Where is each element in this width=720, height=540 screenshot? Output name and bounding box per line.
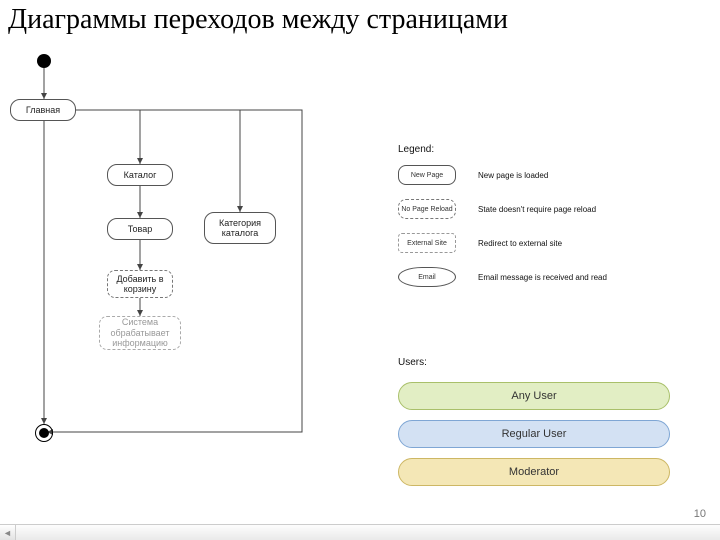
horizontal-scrollbar[interactable]: ◄: [0, 524, 720, 540]
legend-desc-0: New page is loaded: [478, 171, 548, 180]
legend-title: Legend:: [398, 144, 698, 155]
node-addcart: Добавить в корзину: [107, 270, 173, 298]
user-pill-2: Moderator: [398, 458, 670, 486]
page-number: 10: [694, 508, 706, 520]
page: Диаграммы переходов между страницами Гла…: [0, 0, 720, 540]
legend-shape-ellipse: Email: [398, 267, 456, 287]
node-catcat: Категория каталога: [204, 212, 276, 244]
users-section: Users: Any User Regular User Moderator: [398, 357, 698, 496]
page-title: Диаграммы переходов между страницами: [8, 4, 508, 36]
user-pill-0: Any User: [398, 382, 670, 410]
legend-row-3: Email Email message is received and read: [398, 267, 698, 287]
legend-shape-ext: External Site: [398, 233, 456, 253]
edge-main-catalog: [76, 110, 140, 164]
legend-shape-solid: New Page: [398, 165, 456, 185]
legend-row-0: New Page New page is loaded: [398, 165, 698, 185]
users-title: Users:: [398, 357, 698, 368]
diagram-canvas: Главная Каталог Товар Категория каталога Доб…: [0, 44, 720, 540]
legend-shape-dashed: No Page Reload: [398, 199, 456, 219]
scroll-left-arrow[interactable]: ◄: [0, 525, 16, 540]
node-system: Система обрабатывает информацию: [99, 316, 181, 350]
node-main: Главная: [10, 99, 76, 121]
legend-desc-2: Redirect to external site: [478, 239, 562, 248]
node-catalog: Каталог: [107, 164, 173, 186]
legend-desc-1: State doesn't require page reload: [478, 205, 596, 214]
legend: Legend: New Page New page is loaded No Pag…: [398, 144, 698, 301]
edge-main-mid: [47, 110, 302, 432]
node-product: Товар: [107, 218, 173, 240]
end-node: [35, 424, 53, 442]
legend-desc-3: Email message is received and read: [478, 273, 607, 282]
user-pill-1: Regular User: [398, 420, 670, 448]
start-node: [37, 54, 51, 68]
legend-row-2: External Site Redirect to external site: [398, 233, 698, 253]
legend-row-1: No Page Reload State doesn't require page…: [398, 199, 698, 219]
edge-main-catcat: [76, 110, 240, 212]
